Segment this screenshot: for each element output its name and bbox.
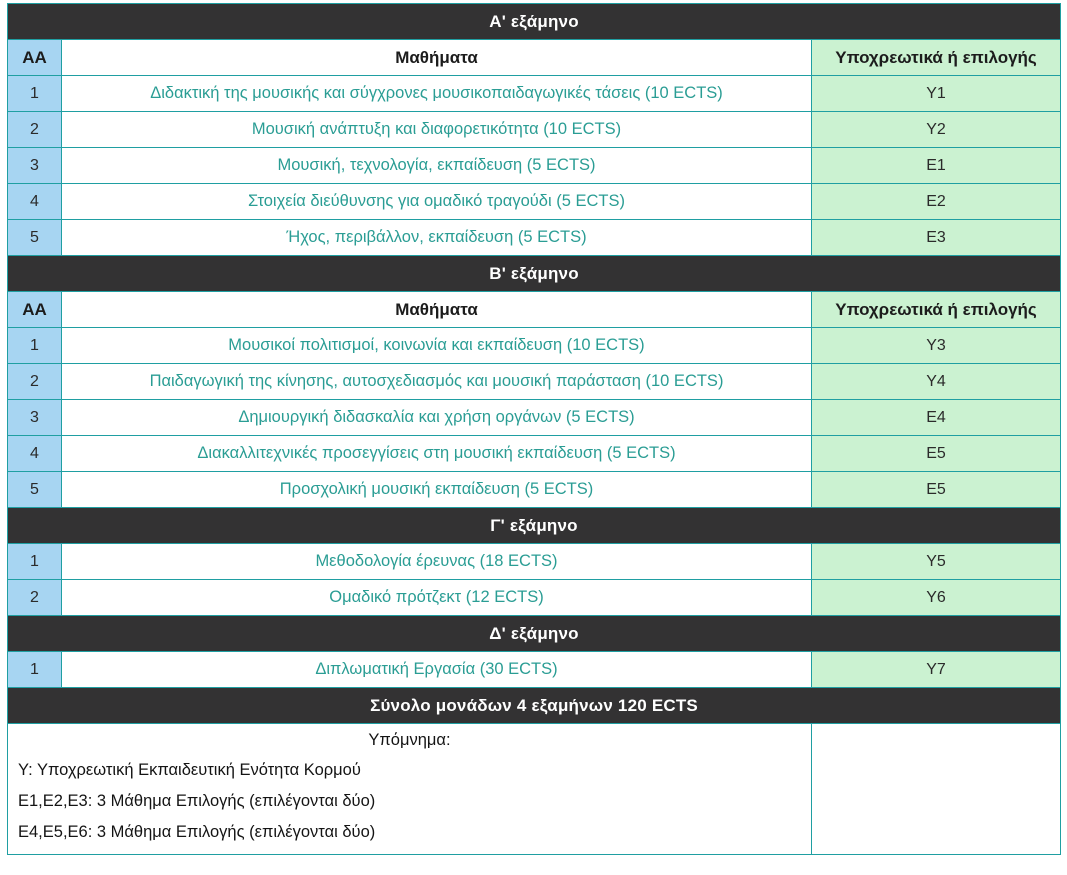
course-name-cell: Ήχος, περιβάλλον, εκπαίδευση (5 ECTS) bbox=[61, 219, 812, 256]
legend-line: Ε1,Ε2,Ε3: 3 Μάθημα Επιλογής (επιλέγονται… bbox=[18, 792, 376, 810]
col-header-type: Υποχρεωτικά ή επιλογής bbox=[810, 39, 1062, 76]
row-number-cell: 5 bbox=[7, 219, 62, 256]
course-code-cell: Ε1 bbox=[810, 147, 1062, 184]
course-code-cell: Υ3 bbox=[810, 327, 1062, 364]
legend-title: Υπόμνημα: bbox=[368, 731, 451, 749]
legend-cell: Υπόμνημα: Υ: Υποχρεωτική Εκπαιδευτική Ενό… bbox=[7, 723, 812, 855]
course-name-cell: Ομαδικό πρότζεκτ (12 ECTS) bbox=[61, 579, 812, 616]
course-name-cell: Παιδαγωγική της κίνησης, αυτοσχεδιασμός … bbox=[61, 363, 812, 400]
course-code-cell: Ε2 bbox=[810, 183, 1062, 220]
section-banner-row: Α' εξάμηνο bbox=[6, 3, 1062, 40]
course-row: 1 Μεθοδολογία έρευνας (18 ECTS) Υ5 bbox=[7, 543, 1062, 580]
section-banner: Γ' εξάμηνο bbox=[6, 507, 1062, 544]
section-banner-row: Β' εξάμηνο bbox=[6, 255, 1062, 292]
course-row: 3 Δημιουργική διδασκαλία και χρήση οργάνω… bbox=[7, 399, 1062, 436]
row-number-cell: 1 bbox=[7, 327, 62, 364]
row-number-cell: 1 bbox=[7, 543, 62, 580]
course-code-cell: Υ6 bbox=[810, 579, 1062, 616]
course-row: 2 Ομαδικό πρότζεκτ (12 ECTS) Υ6 bbox=[7, 579, 1062, 616]
total-banner-row: Σύνολο μονάδων 4 εξαμήνων 120 ECTS bbox=[6, 687, 1062, 724]
row-number-cell: 2 bbox=[7, 111, 62, 148]
col-header-courses: Μαθήματα bbox=[61, 39, 812, 76]
course-name-cell: Μουσική, τεχνολογία, εκπαίδευση (5 ECTS) bbox=[61, 147, 812, 184]
course-code-cell: Ε3 bbox=[810, 219, 1062, 256]
course-code-cell: Υ1 bbox=[810, 75, 1062, 112]
course-code-cell: Ε5 bbox=[810, 435, 1062, 472]
course-row: 4 Στοιχεία διεύθυνσης για ομαδικό τραγούδ… bbox=[7, 183, 1062, 220]
row-number-cell: 3 bbox=[7, 147, 62, 184]
curriculum-table: Α' εξάμηνο ΑΑ Μαθήματα Υποχρεωτικά ή επιλογ… bbox=[6, 3, 1062, 855]
course-code-cell: Υ5 bbox=[810, 543, 1062, 580]
legend-row: Υπόμνημα: Υ: Υποχρεωτική Εκπαιδευτική Ενό… bbox=[7, 723, 1062, 855]
total-banner: Σύνολο μονάδων 4 εξαμήνων 120 ECTS bbox=[6, 687, 1062, 724]
section-banner-row: Δ' εξάμηνο bbox=[6, 615, 1062, 652]
row-number-cell: 1 bbox=[7, 651, 62, 688]
course-name-cell: Διπλωματική Εργασία (30 ECTS) bbox=[61, 651, 812, 688]
legend-line: Ε4,Ε5,Ε6: 3 Μάθημα Επιλογής (επιλέγονται… bbox=[18, 823, 376, 841]
row-number-cell: 2 bbox=[7, 579, 62, 616]
course-name-cell: Προσχολική μουσική εκπαίδευση (5 ECTS) bbox=[61, 471, 812, 508]
course-row: 2 Μουσική ανάπτυξη και διαφορετικότητα (1… bbox=[7, 111, 1062, 148]
column-header-row: ΑΑ Μαθήματα Υποχρεωτικά ή επιλογής bbox=[7, 39, 1062, 76]
col-header-courses: Μαθήματα bbox=[61, 291, 812, 328]
course-row: 2 Παιδαγωγική της κίνησης, αυτοσχεδιασμός… bbox=[7, 363, 1062, 400]
course-code-cell: Υ2 bbox=[810, 111, 1062, 148]
course-name-cell: Μουσική ανάπτυξη και διαφορετικότητα (10… bbox=[61, 111, 812, 148]
course-name-cell: Δημιουργική διδασκαλία και χρήση οργάνων… bbox=[61, 399, 812, 436]
course-row: 3 Μουσική, τεχνολογία, εκπαίδευση (5 ECTS… bbox=[7, 147, 1062, 184]
course-row: 4 Διακαλλιτεχνικές προσεγγίσεις στη μουσι… bbox=[7, 435, 1062, 472]
col-header-aa: ΑΑ bbox=[7, 291, 62, 328]
row-number-cell: 3 bbox=[7, 399, 62, 436]
section-banner: Α' εξάμηνο bbox=[6, 3, 1062, 40]
col-header-aa: ΑΑ bbox=[7, 39, 62, 76]
course-name-cell: Διδακτική της μουσικής και σύγχρονες μου… bbox=[61, 75, 812, 112]
col-header-type: Υποχρεωτικά ή επιλογής bbox=[810, 291, 1062, 328]
course-name-cell: Μουσικοί πολιτισμοί, κοινωνία και εκπαίδ… bbox=[61, 327, 812, 364]
course-name-cell: Διακαλλιτεχνικές προσεγγίσεις στη μουσικ… bbox=[61, 435, 812, 472]
section-banner: Β' εξάμηνο bbox=[6, 255, 1062, 292]
course-code-cell: Υ7 bbox=[810, 651, 1062, 688]
section-banner: Δ' εξάμηνο bbox=[6, 615, 1062, 652]
course-row: 1 Μουσικοί πολιτισμοί, κοινωνία και εκπαί… bbox=[7, 327, 1062, 364]
row-number-cell: 1 bbox=[7, 75, 62, 112]
course-name-cell: Στοιχεία διεύθυνσης για ομαδικό τραγούδι… bbox=[61, 183, 812, 220]
row-number-cell: 5 bbox=[7, 471, 62, 508]
course-row: 1 Διπλωματική Εργασία (30 ECTS) Υ7 bbox=[7, 651, 1062, 688]
course-code-cell: Ε4 bbox=[810, 399, 1062, 436]
course-row: 5 Ήχος, περιβάλλον, εκπαίδευση (5 ECTS) Ε3 bbox=[7, 219, 1062, 256]
course-row: 1 Διδακτική της μουσικής και σύγχρονες μο… bbox=[7, 75, 1062, 112]
row-number-cell: 4 bbox=[7, 183, 62, 220]
column-header-row: ΑΑ Μαθήματα Υποχρεωτικά ή επιλογής bbox=[7, 291, 1062, 328]
course-code-cell: Υ4 bbox=[810, 363, 1062, 400]
legend-empty-cell bbox=[810, 723, 1062, 855]
course-name-cell: Μεθοδολογία έρευνας (18 ECTS) bbox=[61, 543, 812, 580]
table-body: Α' εξάμηνο ΑΑ Μαθήματα Υποχρεωτικά ή επιλογ… bbox=[6, 3, 1062, 855]
row-number-cell: 2 bbox=[7, 363, 62, 400]
course-code-cell: Ε5 bbox=[810, 471, 1062, 508]
row-number-cell: 4 bbox=[7, 435, 62, 472]
legend-line: Υ: Υποχρεωτική Εκπαιδευτική Ενότητα Κορμ… bbox=[18, 761, 361, 779]
section-banner-row: Γ' εξάμηνο bbox=[6, 507, 1062, 544]
course-row: 5 Προσχολική μουσική εκπαίδευση (5 ECTS) Ε… bbox=[7, 471, 1062, 508]
